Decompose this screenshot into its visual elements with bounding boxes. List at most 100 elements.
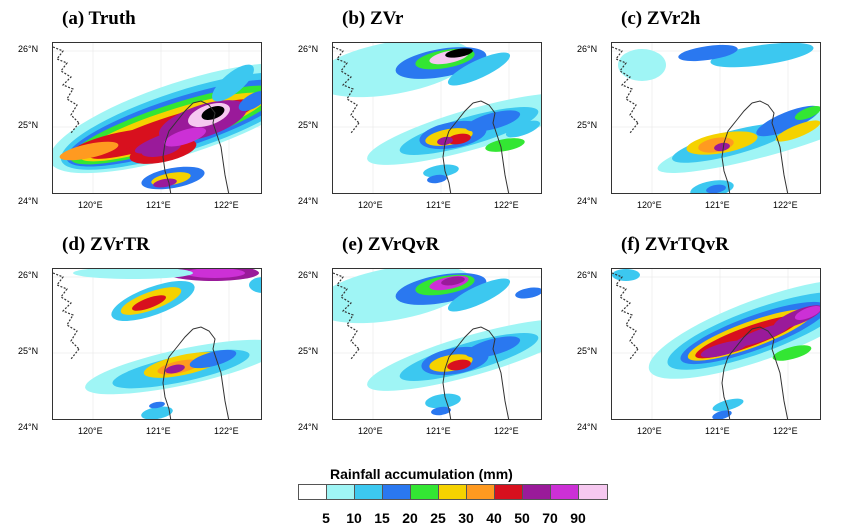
lon-tick-label: 122°E (773, 426, 798, 436)
rainfall-contour (712, 410, 732, 419)
rainfall-contour (249, 277, 261, 293)
lon-tick-label: 122°E (773, 200, 798, 210)
legend-level-label: 50 (514, 510, 530, 526)
rainfall-contour (431, 406, 451, 416)
rainfall-contour (678, 44, 738, 62)
legend-swatch (327, 485, 355, 499)
rainfall-contour (189, 349, 237, 369)
taiwan-coastline (721, 326, 789, 419)
taiwan-coastline (162, 100, 230, 193)
lat-tick-label: 26°N (18, 44, 39, 54)
rainfall-contour (700, 340, 748, 358)
panel-title: (d) ZVrTR (62, 234, 150, 255)
lon-tick-label: 121°E (146, 200, 171, 210)
legend-swatch (523, 485, 551, 499)
lat-tick-label: 24°N (577, 422, 598, 432)
rainfall-contour (714, 142, 730, 152)
rainfall-contour (772, 345, 812, 361)
legend-level-label: 20 (402, 510, 418, 526)
lat-tick-label: 25°N (298, 120, 319, 130)
panel-title: (e) ZVrQvR (342, 234, 440, 255)
legend-swatch (411, 485, 439, 499)
rainfall-contour (165, 364, 185, 374)
rainfall-contour (447, 133, 471, 145)
rainfall-contour (212, 64, 254, 102)
rainfall-contour (141, 406, 173, 419)
mainland-coastline (53, 46, 80, 134)
lat-tick-label: 26°N (18, 270, 39, 280)
legend-level-label: 70 (542, 510, 558, 526)
taiwan-coastline (442, 100, 510, 193)
rainfall-contour (618, 49, 666, 81)
rainfall-contour (710, 43, 814, 68)
rainfall-contour (612, 269, 640, 281)
lat-tick-label: 26°N (298, 270, 319, 280)
rainfall-map (52, 42, 262, 194)
lat-tick-label: 26°N (577, 44, 598, 54)
lon-tick-label: 120°E (358, 426, 383, 436)
taiwan-coastline (442, 326, 510, 419)
mainland-coastline (612, 272, 639, 360)
mainland-coastline (333, 46, 360, 134)
lat-tick-label: 26°N (577, 270, 598, 280)
legend-level-label: 15 (374, 510, 390, 526)
rainfall-contour (794, 306, 820, 320)
legend-swatch (355, 485, 383, 499)
legend-level-label: 10 (346, 510, 362, 526)
rainfall-contour (73, 269, 193, 279)
rainfall-contour (447, 278, 511, 312)
lon-tick-label: 120°E (78, 200, 103, 210)
lat-tick-label: 24°N (18, 422, 39, 432)
lat-tick-label: 25°N (18, 346, 39, 356)
rainfall-contour (131, 295, 167, 311)
rainfall-contour (485, 138, 525, 152)
rainfall-field (333, 269, 541, 419)
rainfall-field (612, 43, 820, 193)
rainfall-map (611, 268, 821, 420)
taiwan-coastline (162, 326, 230, 419)
mainland-coastline (612, 46, 639, 134)
rainfall-field (53, 43, 261, 193)
lat-tick-label: 25°N (577, 120, 598, 130)
rainfall-contour (794, 106, 820, 120)
legend-swatch (467, 485, 495, 499)
lat-tick-label: 24°N (18, 196, 39, 206)
taiwan-coastline (721, 100, 789, 193)
rainfall-contour (505, 120, 541, 138)
rainfall-contour (163, 127, 207, 147)
lon-tick-label: 121°E (426, 200, 451, 210)
rainfall-field (612, 269, 820, 419)
legend-level-label: 25 (430, 510, 446, 526)
lat-tick-label: 24°N (577, 196, 598, 206)
lon-tick-label: 121°E (146, 426, 171, 436)
lat-tick-label: 25°N (18, 120, 39, 130)
rainfall-contour (733, 323, 791, 347)
legend-level-label: 40 (486, 510, 502, 526)
color-legend-bar (298, 484, 608, 500)
legend-level-label: 5 (322, 510, 330, 526)
rainfall-contour (423, 164, 459, 178)
rainfall-contour (425, 393, 461, 409)
rainfall-contour (447, 52, 511, 86)
rainfall-contour (712, 398, 744, 412)
rainfall-contour (427, 174, 447, 184)
rainfall-contour (437, 136, 453, 146)
lon-tick-label: 122°E (214, 426, 239, 436)
rainfall-contour (201, 106, 225, 120)
lon-tick-label: 121°E (426, 426, 451, 436)
rainfall-contour (441, 276, 465, 286)
panel-title: (a) Truth (62, 8, 136, 29)
rainfall-contour (185, 269, 245, 278)
lon-tick-label: 122°E (214, 200, 239, 210)
rainfall-contour (447, 359, 471, 371)
lat-tick-label: 24°N (298, 422, 319, 432)
lat-tick-label: 25°N (298, 346, 319, 356)
panel-title: (f) ZVrTQvR (621, 234, 729, 255)
rainfall-map (332, 268, 542, 420)
mainland-coastline (333, 272, 360, 360)
rainfall-map (332, 42, 542, 194)
legend-title: Rainfall accumulation (mm) (330, 466, 513, 482)
legend-level-label: 30 (458, 510, 474, 526)
legend-swatch (495, 485, 523, 499)
rainfall-contour (706, 184, 726, 193)
